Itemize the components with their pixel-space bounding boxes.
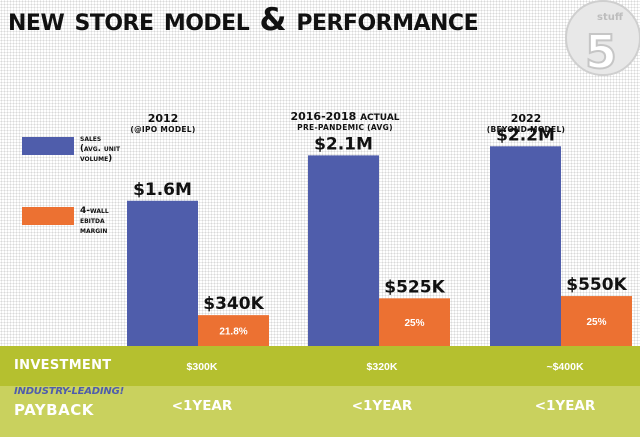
legend-sales-text: SALES — [80, 134, 102, 144]
ebitda-percent-label: 25% — [404, 318, 424, 329]
legend-ebitda-label: 4-WALL EBITDA MARGIN — [80, 206, 109, 236]
column-sub: (@IPO MODEL) — [130, 125, 196, 134]
ebitda-bar — [561, 296, 632, 346]
investment-label: INVESTMENT — [14, 352, 112, 374]
page-title: NEW STORE MODEL & PERFORMANCE — [8, 2, 479, 38]
ebitda-value-label: $550K — [566, 275, 627, 295]
column-sub: PRE-PANDEMIC (AVG) — [297, 123, 393, 132]
investment-value: $320K — [366, 361, 398, 373]
investment-band — [0, 346, 640, 386]
ebitda-percent-label: 21.8% — [219, 327, 247, 338]
legend-sales-sub: (AVG. UNIT VOLUME) — [80, 144, 121, 164]
payback-value: <1YEAR — [351, 398, 413, 414]
column-header-2012: 2012 (@IPO MODEL) — [63, 112, 263, 134]
badge-number: 5 — [585, 25, 617, 79]
ebitda-bar — [198, 315, 269, 346]
legend-sales-label: SALES (AVG. UNIT VOLUME) — [80, 134, 140, 164]
payback-band — [0, 386, 640, 437]
legend-sales-swatch — [22, 137, 74, 155]
badge-text: stuff — [597, 12, 624, 23]
sales-value-label: $2.2M — [496, 125, 555, 145]
payback-value: <1YEAR — [534, 398, 596, 414]
ebitda-value-label: $340K — [203, 294, 264, 314]
column-year-text: 2016-2018 — [290, 110, 357, 123]
payback-sub-label: INDUSTRY-LEADING! — [14, 386, 124, 397]
column-year: 2022 — [510, 112, 542, 125]
sales-value-label: $2.1M — [314, 134, 373, 154]
sales-bar — [490, 146, 561, 346]
sales-bar — [127, 200, 198, 346]
payback-value: <1YEAR — [171, 398, 233, 414]
investment-value: $300K — [186, 361, 218, 373]
payback-label: PAYBACK — [14, 396, 94, 420]
column-actual: ACTUAL — [360, 109, 400, 124]
ebitda-bar — [379, 298, 450, 346]
column-year: 2016-2018 ACTUAL — [245, 110, 445, 123]
column-sub: (BEYOND MODEL) — [486, 125, 566, 134]
legend-ebitda-swatch — [22, 207, 74, 225]
column-header-2022: 2022 (BEYOND MODEL) — [426, 112, 626, 134]
stuff-badge: stuff 5 — [565, 0, 640, 80]
column-header-2016-2018: 2016-2018 ACTUAL PRE-PANDEMIC (AVG) — [245, 110, 445, 132]
investment-value: ~$400K — [546, 361, 584, 373]
sales-bar — [308, 155, 379, 346]
sales-value-label: $1.6M — [133, 180, 192, 200]
column-year: 2012 — [147, 112, 179, 125]
ebitda-percent-label: 25% — [586, 317, 606, 328]
ebitda-value-label: $525K — [384, 277, 445, 297]
